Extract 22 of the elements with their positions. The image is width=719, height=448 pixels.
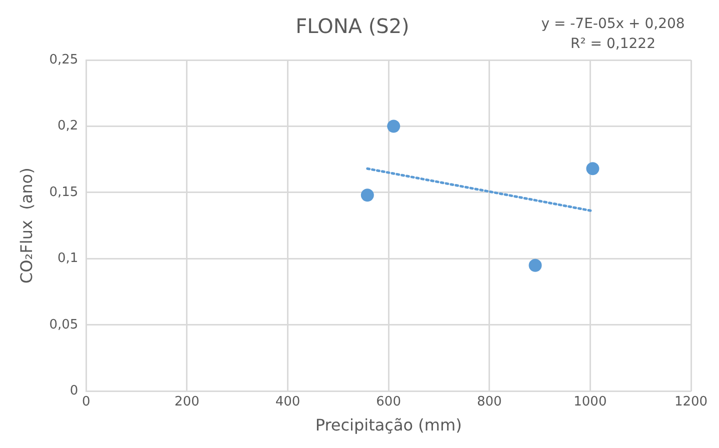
x-tick-label: 800 — [476, 394, 502, 410]
x-tick-label: 600 — [376, 394, 401, 410]
x-tick-label: 400 — [275, 394, 300, 410]
chart-title: FLONA (S2) — [296, 14, 410, 38]
y-tick-label: 0,05 — [49, 317, 78, 332]
x-axis-title: Precipitação (mm) — [315, 416, 462, 435]
point — [387, 120, 400, 133]
x-tick-label: 1000 — [574, 394, 607, 410]
text: y = -7E-05x + 0,208 — [541, 16, 685, 32]
y-tick-label: 0,25 — [49, 52, 78, 68]
y-tick-label: 0 — [70, 384, 78, 399]
x-tick-label: 0 — [82, 394, 90, 410]
y-tick-label: 0,2 — [57, 118, 78, 134]
y-tick-label: 0,15 — [49, 184, 78, 200]
x-tick-label: 1200 — [674, 394, 708, 410]
point — [586, 162, 600, 176]
y-tick-label: 0,1 — [57, 251, 78, 266]
point — [360, 188, 374, 202]
x-tick-label: 200 — [174, 394, 200, 410]
text: R² = 0,1222 — [570, 36, 656, 52]
y-axis-title: CO₂Flux (ano) — [16, 168, 36, 284]
point — [528, 258, 542, 272]
